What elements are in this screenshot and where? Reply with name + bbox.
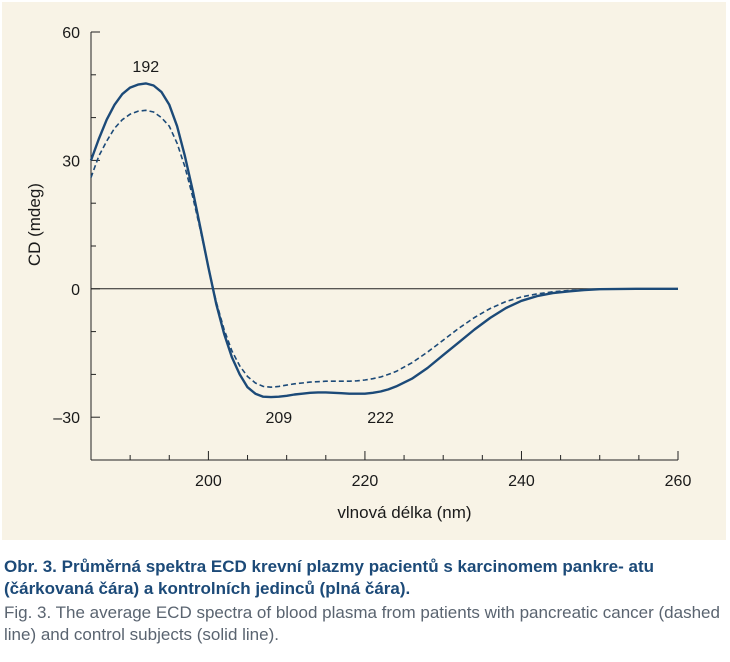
solid-series-line (89, 82, 678, 399)
y-tick-label: 0 (71, 282, 80, 299)
peak-label: 222 (367, 410, 394, 427)
chart-panel: 60 30 0 –30 200 220 240 260 vlnová délka (nm) C… (2, 2, 726, 540)
x-axis-title: vlnová délka (nm) (337, 503, 471, 522)
figure-caption: Obr. 3. Průměrná spektra ECD krevní plaz… (4, 556, 724, 646)
x-tick-label: 200 (195, 473, 222, 490)
ecd-spectrum-chart: 60 30 0 –30 200 220 240 260 vlnová délka (nm) C… (25, 25, 691, 522)
x-tick-label: 260 (665, 473, 692, 490)
y-axis-title: CD (mdeg) (25, 183, 44, 266)
caption-czech: Obr. 3. Průměrná spektra ECD krevní plaz… (4, 557, 655, 598)
labels-group: vlnová délka (nm) CD (mdeg) 192 209 222 (25, 59, 472, 522)
y-tick-label: –30 (53, 410, 80, 427)
x-tick-label: 220 (352, 473, 379, 490)
y-tick-label: 60 (62, 25, 80, 42)
caption-english: Fig. 3. The average ECD spectra of blood… (4, 603, 720, 644)
x-tick-label: 240 (508, 473, 535, 490)
axes: 60 30 0 –30 200 220 240 260 (53, 25, 691, 490)
series-group (89, 82, 678, 399)
dashed-series-line (90, 109, 678, 388)
y-tick-label: 30 (62, 153, 80, 170)
peak-label: 209 (265, 410, 292, 427)
peak-label: 192 (132, 59, 159, 76)
